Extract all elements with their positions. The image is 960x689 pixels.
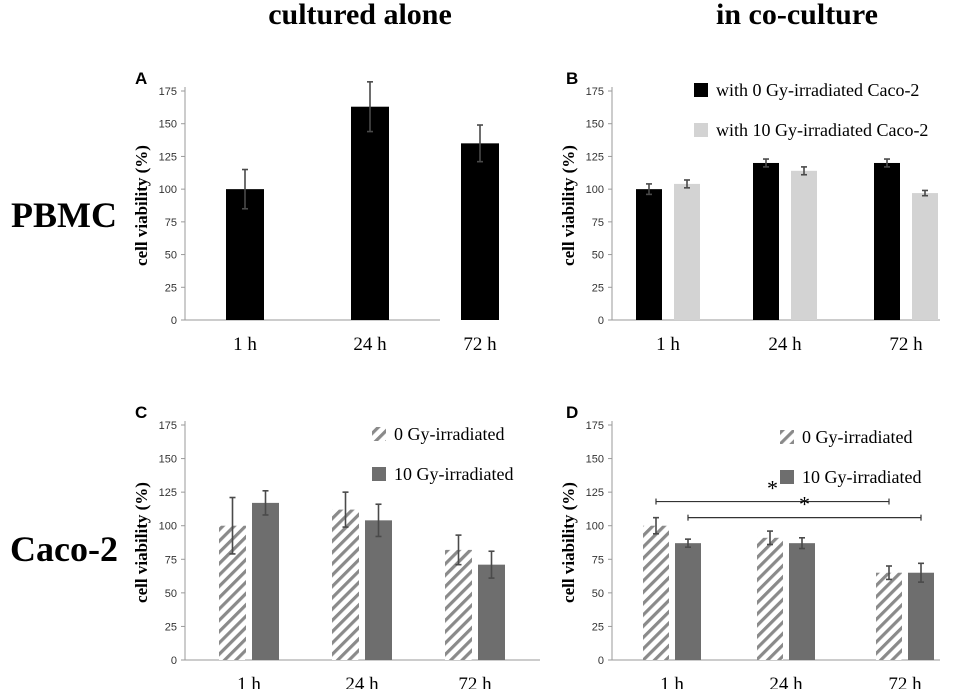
y-tick-label: 75 bbox=[165, 217, 177, 229]
x-tick-label: 24 h bbox=[345, 674, 379, 689]
y-axis-label: cell viability (%) bbox=[559, 482, 578, 603]
y-tick-label: 175 bbox=[159, 86, 177, 98]
x-tick-label: 1 h bbox=[660, 674, 684, 689]
legend-swatch bbox=[694, 83, 708, 97]
y-axis-label: cell viability (%) bbox=[132, 145, 151, 266]
y-tick-label: 125 bbox=[586, 487, 604, 499]
bar bbox=[675, 543, 701, 660]
bar bbox=[478, 564, 505, 660]
y-tick-label: 75 bbox=[592, 217, 604, 229]
y-tick-label: 25 bbox=[165, 621, 177, 633]
y-tick-label: 0 bbox=[598, 315, 604, 327]
panel-letter: A bbox=[135, 69, 147, 88]
y-tick-label: 50 bbox=[592, 250, 604, 262]
x-tick-label: 1 h bbox=[233, 334, 257, 355]
legend-swatch bbox=[372, 467, 386, 481]
bar bbox=[636, 189, 662, 320]
y-tick-label: 50 bbox=[165, 250, 177, 262]
y-tick-label: 150 bbox=[586, 119, 604, 131]
column-title-in-co-culture: in co-culture bbox=[716, 0, 878, 31]
y-axis-label: cell viability (%) bbox=[132, 482, 151, 603]
row-title-caco-2: Caco-2 bbox=[10, 529, 118, 569]
y-tick-label: 0 bbox=[171, 315, 177, 327]
x-tick-label: 72 h bbox=[888, 674, 922, 689]
column-title-cultured-alone: cultured alone bbox=[268, 0, 452, 31]
bar bbox=[874, 162, 900, 320]
bar bbox=[912, 193, 938, 320]
legend-swatch bbox=[372, 427, 386, 441]
panel-d: D 0 25 50 75 100 125 150 175 cell viability (%) 1 … bbox=[559, 403, 940, 689]
y-tick-label: 100 bbox=[586, 521, 604, 533]
x-tick-label: 1 h bbox=[656, 334, 680, 355]
x-tick-label: 1 h bbox=[237, 674, 261, 689]
legend-label: with 0 Gy-irradiated Caco-2 bbox=[716, 80, 919, 100]
panel-letter: C bbox=[135, 403, 147, 422]
legend-swatch bbox=[780, 470, 794, 484]
panel-a: A 0 25 50 75 100 125 150 175 cell viability (%) 1 … bbox=[132, 69, 499, 355]
x-tick-label: 72 h bbox=[463, 334, 497, 355]
legend-label: 0 Gy-irradiated bbox=[394, 424, 504, 444]
y-axis-label: cell viability (%) bbox=[559, 145, 578, 266]
legend-label: 10 Gy-irradiated bbox=[394, 464, 513, 484]
x-tick-label: 24 h bbox=[353, 334, 387, 355]
y-tick-label: 75 bbox=[592, 554, 604, 566]
legend-swatch bbox=[780, 430, 794, 444]
y-tick-label: 125 bbox=[586, 151, 604, 163]
y-tick-label: 100 bbox=[159, 521, 177, 533]
bar bbox=[461, 143, 499, 320]
bar bbox=[674, 183, 700, 320]
y-tick-label: 75 bbox=[165, 554, 177, 566]
bar bbox=[908, 572, 934, 660]
bar bbox=[226, 189, 264, 320]
bar bbox=[757, 537, 783, 660]
bar bbox=[351, 106, 389, 321]
panel-b: B 0 25 50 75 100 125 150 175 cell viability (%) 1 … bbox=[559, 69, 940, 355]
bar bbox=[643, 525, 669, 660]
y-tick-label: 50 bbox=[165, 588, 177, 600]
y-tick-label: 0 bbox=[598, 655, 604, 667]
y-tick-label: 175 bbox=[159, 420, 177, 432]
bar bbox=[753, 162, 779, 320]
y-tick-label: 25 bbox=[592, 282, 604, 294]
y-tick-label: 0 bbox=[171, 655, 177, 667]
legend-label: 0 Gy-irradiated bbox=[802, 427, 912, 447]
y-tick-label: 125 bbox=[159, 151, 177, 163]
y-tick-label: 100 bbox=[586, 184, 604, 196]
legend-label: with 10 Gy-irradiated Caco-2 bbox=[716, 120, 928, 140]
x-tick-label: 72 h bbox=[458, 674, 492, 689]
y-tick-label: 125 bbox=[159, 487, 177, 499]
significance-star: * bbox=[767, 476, 778, 501]
row-title-pbmc: PBMC bbox=[11, 195, 117, 235]
y-tick-label: 150 bbox=[586, 454, 604, 466]
y-tick-label: 150 bbox=[159, 119, 177, 131]
panel-c: C 0 25 50 75 100 125 150 175 cell viability (%) 1 … bbox=[132, 403, 540, 689]
panel-letter: D bbox=[566, 403, 578, 422]
y-tick-label: 100 bbox=[159, 184, 177, 196]
legend-label: 10 Gy-irradiated bbox=[802, 467, 921, 487]
x-tick-label: 24 h bbox=[768, 334, 802, 355]
bar bbox=[252, 502, 279, 660]
bar bbox=[332, 509, 359, 660]
y-tick-label: 175 bbox=[586, 86, 604, 98]
y-tick-label: 25 bbox=[165, 282, 177, 294]
x-tick-label: 24 h bbox=[769, 674, 803, 689]
legend-swatch bbox=[694, 123, 708, 137]
y-tick-label: 150 bbox=[159, 454, 177, 466]
bar bbox=[791, 170, 817, 320]
bar bbox=[789, 543, 815, 660]
y-tick-label: 50 bbox=[592, 588, 604, 600]
x-tick-label: 72 h bbox=[889, 334, 923, 355]
significance-star: * bbox=[799, 492, 810, 517]
bar bbox=[365, 520, 392, 660]
bar bbox=[445, 549, 472, 660]
y-tick-label: 175 bbox=[586, 420, 604, 432]
bar bbox=[876, 572, 902, 660]
y-tick-label: 25 bbox=[592, 621, 604, 633]
panel-letter: B bbox=[566, 69, 578, 88]
